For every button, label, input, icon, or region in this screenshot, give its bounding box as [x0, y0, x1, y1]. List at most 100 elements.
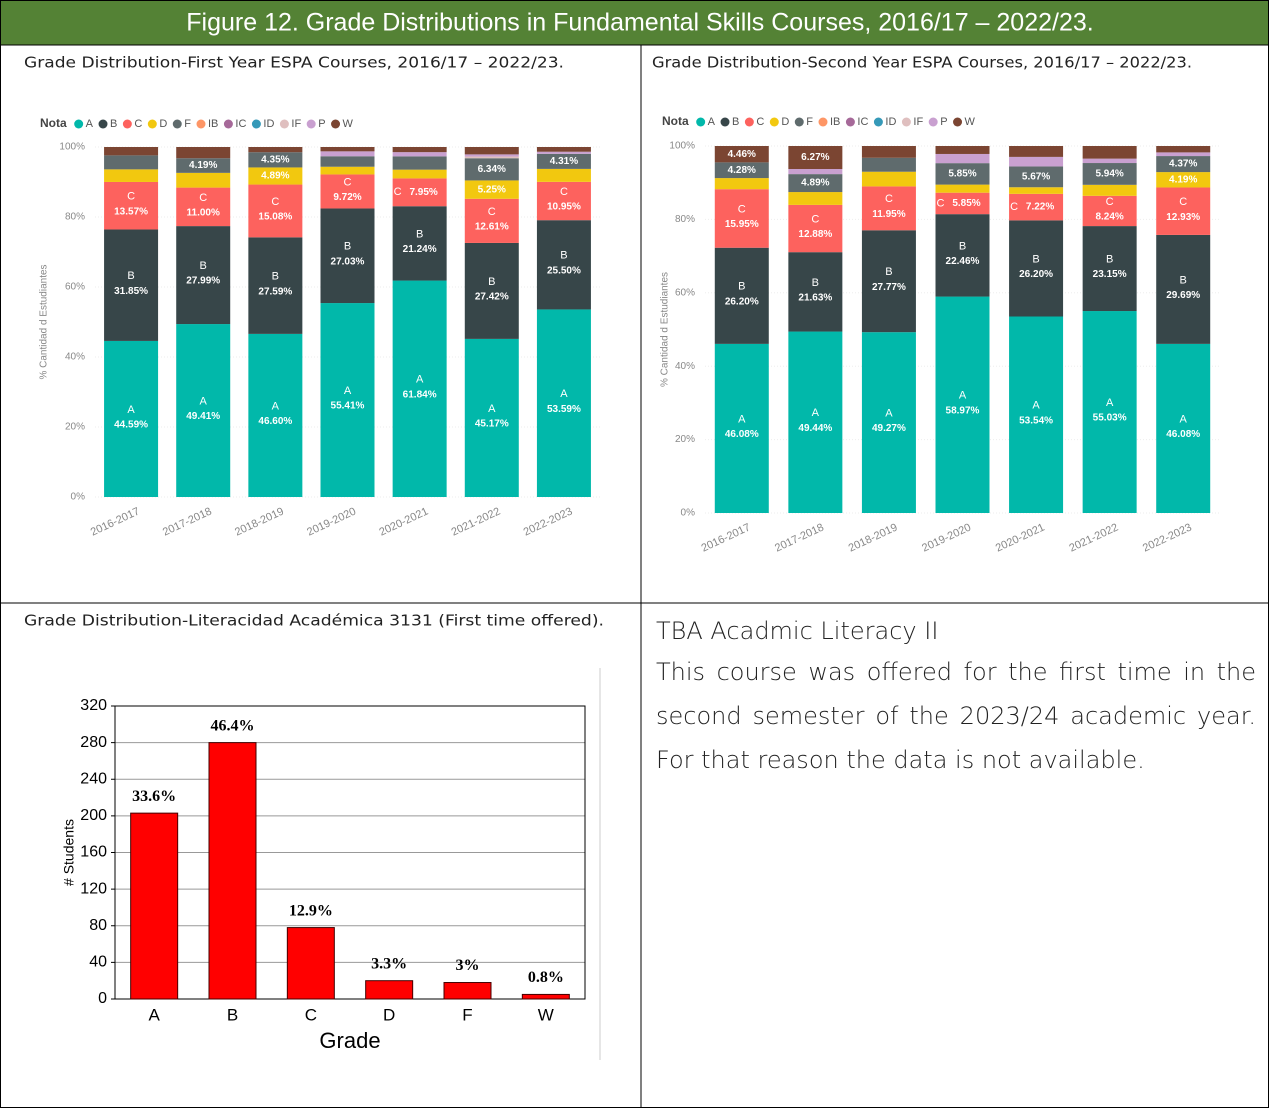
bar-segment	[176, 147, 231, 159]
legend-marker	[901, 117, 911, 127]
segment-name: B	[416, 228, 423, 240]
legend-label: F	[184, 118, 191, 130]
y-tick-label: 0	[98, 990, 107, 1007]
bar-segment	[1009, 220, 1064, 317]
data-label: 7.22%	[1026, 202, 1054, 213]
legend-label: W	[343, 118, 354, 130]
bar-segment	[714, 247, 769, 344]
y-tick-label: 80%	[65, 212, 85, 223]
data-label: 27.42%	[475, 292, 509, 303]
bar-segment	[1156, 343, 1211, 513]
y-tick-label: 40%	[675, 361, 695, 372]
bar-segment	[861, 157, 916, 172]
x-tick-label: 2020-2021	[994, 521, 1047, 554]
segment-name: C	[127, 191, 135, 203]
bar-segment	[176, 187, 231, 227]
data-label: 3%	[456, 957, 480, 974]
legend-marker	[196, 119, 206, 129]
legend-marker	[873, 117, 883, 127]
bar-segment	[1009, 156, 1064, 167]
data-label: 46.08%	[725, 429, 759, 440]
data-label: 12.88%	[798, 229, 832, 240]
segment-name: C	[488, 206, 496, 218]
bar-segment	[464, 154, 519, 157]
data-label: 23.15%	[1093, 269, 1127, 280]
y-tick-label: 60%	[65, 282, 85, 293]
data-label: 49.27%	[872, 423, 906, 434]
x-tick-label: 2016-2017	[700, 521, 753, 554]
bar-segment	[861, 186, 916, 231]
y-tick-label: 0%	[71, 492, 86, 503]
data-label: 4.89%	[801, 178, 829, 189]
legend-label: P	[318, 118, 325, 130]
segment-name: C	[937, 197, 945, 209]
data-label: 5.85%	[948, 169, 976, 180]
segment-name: B	[812, 277, 819, 289]
bar-segment	[320, 174, 375, 209]
segment-name: A	[738, 413, 746, 425]
bar-segment	[536, 153, 591, 169]
bar-segment	[1156, 234, 1211, 344]
bar-segment	[1156, 172, 1211, 188]
bar-segment	[536, 220, 591, 310]
bar-segment	[464, 156, 519, 159]
data-label: 15.95%	[725, 219, 759, 230]
segment-name: A	[344, 385, 352, 397]
x-tick-label: 2019-2020	[305, 505, 358, 538]
bar-segment	[935, 214, 990, 297]
y-tick-label: 320	[80, 697, 107, 714]
legend-marker	[720, 117, 730, 127]
bar-segment	[714, 162, 769, 179]
legend-marker	[223, 119, 233, 129]
header-bar	[0, 0, 1269, 45]
x-tick-label: 2017-2018	[773, 521, 826, 554]
bar-segment	[861, 146, 916, 158]
legend-label: A	[86, 118, 94, 130]
legend-label: P	[940, 116, 947, 128]
segment-name: B	[560, 250, 567, 262]
data-label: 29.69%	[1166, 290, 1200, 301]
bar-segment	[714, 146, 769, 163]
data-label: 53.59%	[547, 404, 581, 415]
legend-label: W	[965, 116, 976, 128]
data-label: 4.35%	[261, 154, 289, 165]
y-axis-label: # Students	[61, 819, 77, 886]
data-label: 26.20%	[725, 296, 759, 307]
y-tick-label: 160	[80, 844, 107, 861]
data-label: 5.85%	[952, 198, 980, 209]
data-label: 27.77%	[872, 282, 906, 293]
data-label: 49.41%	[186, 411, 220, 422]
x-tick-label: 2022-2023	[522, 505, 575, 538]
bar	[130, 812, 179, 1000]
bar-segment	[392, 178, 447, 207]
segment-name: C	[738, 203, 746, 215]
data-label: 49.44%	[798, 423, 832, 434]
data-label: 25.50%	[547, 265, 581, 276]
bar-segment	[392, 169, 447, 179]
bar-segment	[1082, 163, 1137, 185]
y-tick-label: 80%	[675, 214, 695, 225]
data-label: 6.34%	[478, 164, 506, 175]
bar-segment	[320, 151, 375, 157]
segment-name: A	[1180, 413, 1188, 425]
bar-segment	[176, 158, 231, 173]
legend-label: IC	[235, 118, 246, 130]
legend-marker	[794, 117, 804, 127]
data-label: 58.97%	[946, 405, 980, 416]
data-label: 10.95%	[547, 202, 581, 213]
segment-name: C	[394, 186, 402, 198]
segment-name: B	[344, 241, 351, 253]
data-label: 6.27%	[801, 152, 829, 163]
y-tick-label: 0%	[681, 508, 696, 519]
bar-segment	[392, 280, 447, 497]
y-tick-label: 100%	[669, 141, 695, 152]
bar-segment	[935, 163, 990, 185]
chart-caption: Grade Distribution-Second Year ESPA Cour…	[652, 54, 1192, 72]
bar-segment	[1082, 311, 1137, 513]
x-tick-label: 2020-2021	[377, 505, 430, 538]
legend-marker	[769, 117, 779, 127]
segment-name: B	[885, 266, 892, 278]
data-label: 21.63%	[798, 293, 832, 304]
segment-name: C	[1179, 196, 1187, 208]
data-label: 55.41%	[331, 401, 365, 412]
